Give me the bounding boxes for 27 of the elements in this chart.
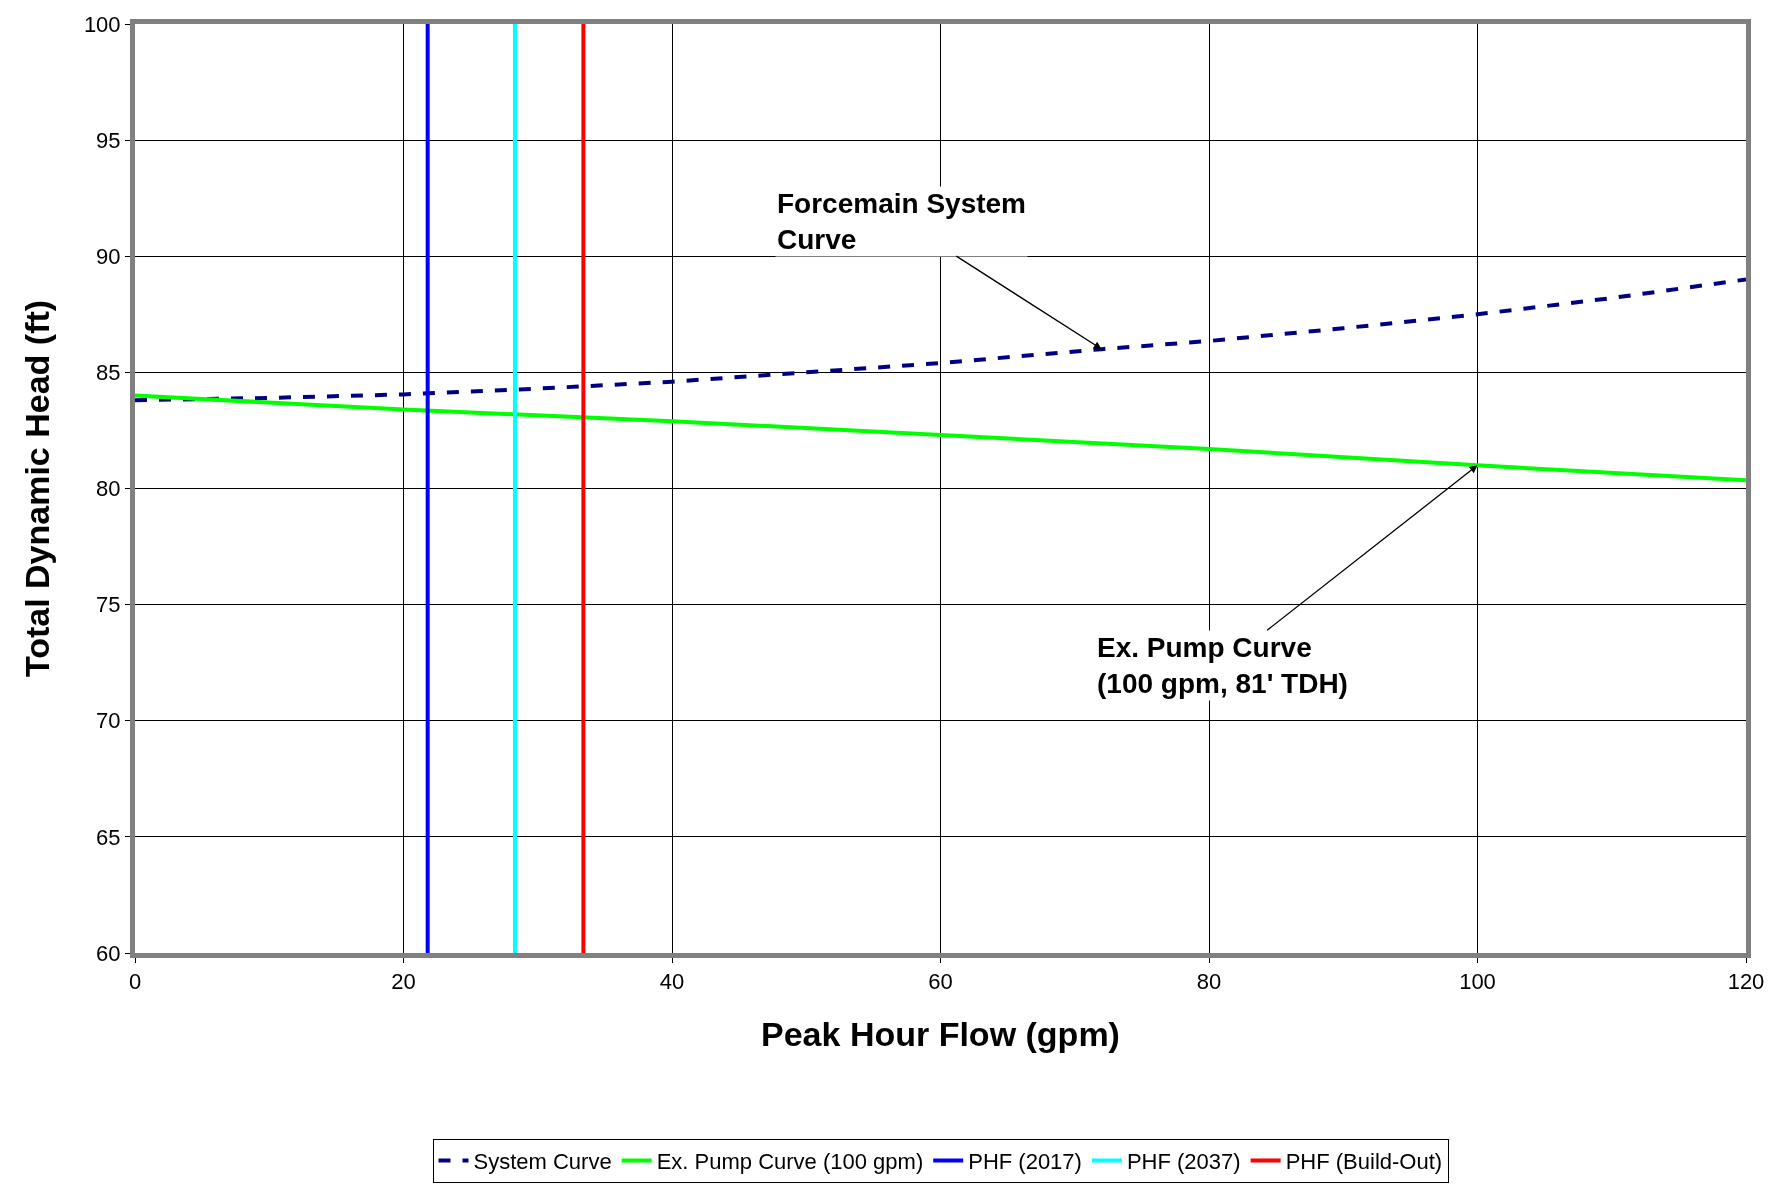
legend-label: Ex. Pump Curve (100 gpm): [656, 1149, 924, 1175]
x-axis-title: Peak Hour Flow (gpm): [761, 1014, 1120, 1053]
annotation: Ex. Pump Curve (100 gpm, 81' TDH): [1097, 632, 1348, 700]
y-tick-label: 70: [96, 708, 121, 734]
legend-label: PHF (Build-Out): [1285, 1149, 1443, 1175]
legend-label: System Curve: [473, 1149, 612, 1175]
y-tick-label: 95: [96, 127, 121, 153]
line-series: [135, 277, 1746, 403]
y-tick-label: 75: [96, 592, 121, 618]
y-tick-label: 100: [83, 11, 121, 37]
x-tick-label: 80: [1196, 969, 1222, 995]
y-tick-label: 80: [96, 476, 121, 502]
y-tick-label: 65: [96, 824, 121, 850]
legend-label: PHF (2017): [968, 1149, 1082, 1175]
x-tick-label: 100: [1459, 969, 1496, 995]
legend-label: PHF (2037): [1126, 1149, 1241, 1175]
x-tick-label: 120: [1727, 969, 1765, 995]
x-tick-label: 60: [928, 969, 953, 995]
line-series: [135, 393, 1746, 483]
y-tick-label: 90: [96, 243, 121, 269]
x-tick-label: 40: [659, 969, 685, 995]
x-tick-label: 0: [128, 969, 142, 995]
x-tick-label: 20: [391, 969, 416, 995]
y-tick-label: 85: [96, 360, 121, 386]
annotation: Forcemain System Curve: [777, 188, 1026, 256]
y-tick-label: 60: [96, 940, 121, 966]
y-axis-title: Total Dynamic Head (ft): [18, 299, 57, 678]
